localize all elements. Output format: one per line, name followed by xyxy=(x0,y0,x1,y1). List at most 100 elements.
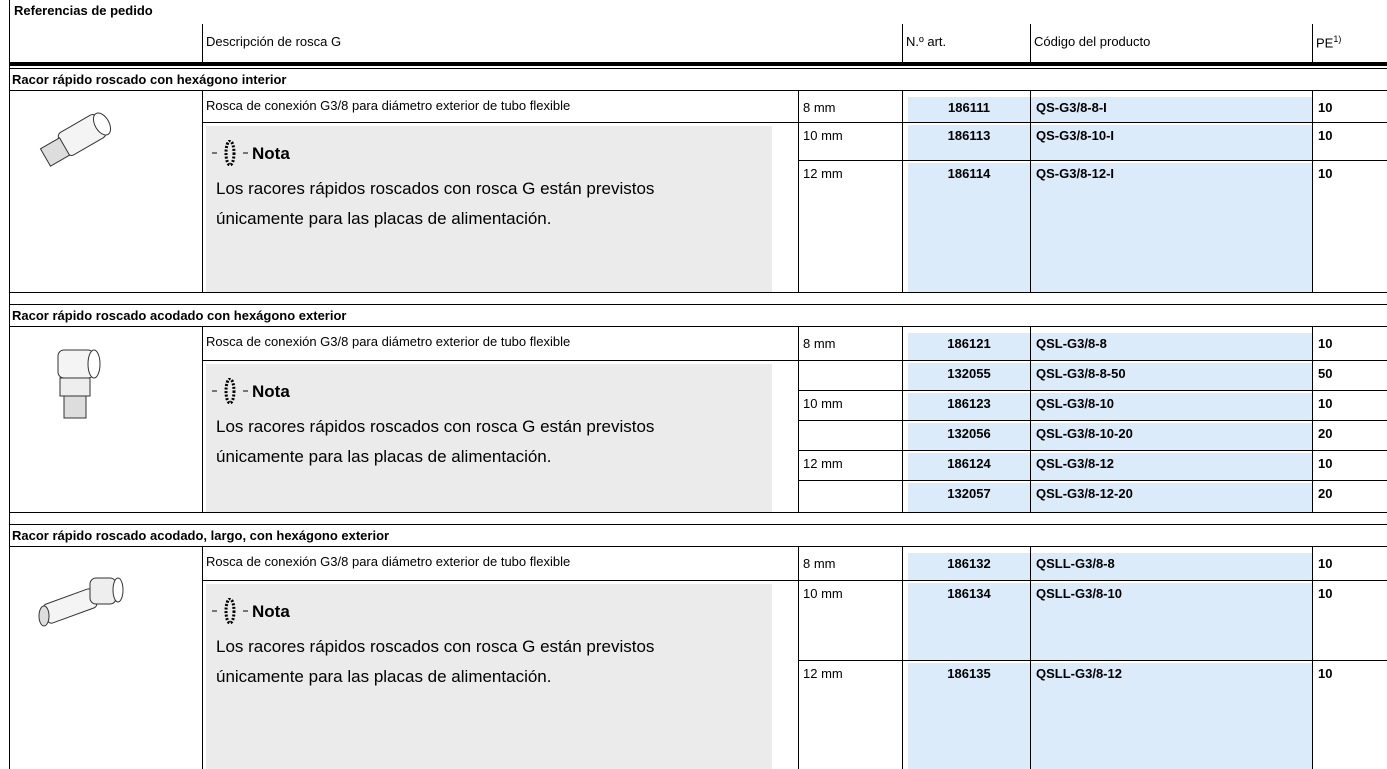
section-title: Racor rápido roscado acodado, largo, con… xyxy=(12,528,390,543)
rule xyxy=(798,326,799,512)
code-cell xyxy=(1031,333,1312,360)
rule xyxy=(798,360,1387,361)
code-cell xyxy=(1031,553,1312,580)
size: 10 mm xyxy=(803,586,843,601)
rule xyxy=(1312,24,1313,62)
code-cell xyxy=(1031,393,1312,420)
product-code: QSL-G3/8-12-20 xyxy=(1036,486,1133,501)
part-no: 132056 xyxy=(947,426,991,441)
rule xyxy=(202,90,203,292)
size: 10 mm xyxy=(803,396,843,411)
part-cell xyxy=(908,163,1030,292)
rule xyxy=(1030,24,1031,62)
header-pe: PE1) xyxy=(1316,34,1341,50)
pe: 10 xyxy=(1318,586,1333,601)
rule xyxy=(798,390,1387,391)
part-no: 186114 xyxy=(947,166,991,181)
note-text: Los racores rápidos roscados con rosca G… xyxy=(216,179,655,228)
rule xyxy=(798,90,799,292)
section-title: Racor rápido roscado acodado con hexágon… xyxy=(12,308,347,323)
part-no: 186134 xyxy=(947,586,991,601)
code-cell xyxy=(1031,663,1312,769)
product-code: QSLL-G3/8-12 xyxy=(1036,666,1122,681)
size: 8 mm xyxy=(803,556,836,571)
rule xyxy=(9,292,1387,293)
product-code: QSLL-G3/8-10 xyxy=(1036,586,1122,601)
rule xyxy=(202,326,203,512)
part-cell xyxy=(908,125,1030,160)
rule xyxy=(1030,326,1031,512)
description: Rosca de conexión G3/8 para diámetro ext… xyxy=(206,554,571,569)
code-cell xyxy=(1031,583,1312,660)
rule xyxy=(798,660,1387,661)
note-title: Nota xyxy=(252,382,290,401)
code-cell xyxy=(1031,363,1312,390)
note-box: Nota Los racores rápidos roscados con ros… xyxy=(206,584,772,769)
rule xyxy=(1312,546,1313,769)
section-title: Racor rápido roscado con hexágono interi… xyxy=(12,72,287,87)
product-image xyxy=(39,112,112,167)
part-cell xyxy=(908,553,1030,580)
part-no: 186135 xyxy=(947,666,991,681)
rule xyxy=(1312,90,1313,292)
rule xyxy=(1312,326,1313,512)
code-cell xyxy=(1031,125,1312,160)
product-code: QSL-G3/8-12 xyxy=(1036,456,1115,471)
rule xyxy=(798,546,799,769)
note-text: Los racores rápidos roscados con rosca G… xyxy=(216,417,655,466)
part-cell xyxy=(908,483,1030,512)
part-cell xyxy=(908,663,1030,769)
description: Rosca de conexión G3/8 para diámetro ext… xyxy=(206,334,571,349)
size: 12 mm xyxy=(803,666,843,681)
note-icon-graphic xyxy=(212,377,248,405)
product-image xyxy=(38,577,124,627)
product-code: QS-G3/8-10-I xyxy=(1036,128,1115,143)
pe-label: PE xyxy=(1316,35,1334,51)
note-text: Los racores rápidos roscados con rosca G… xyxy=(216,637,655,686)
pe: 50 xyxy=(1318,366,1333,381)
rule xyxy=(202,546,203,769)
note-icon-graphic xyxy=(212,139,248,167)
note-box: Nota Los racores rápidos roscados con ros… xyxy=(206,126,772,292)
part-cell xyxy=(908,393,1030,420)
product-code: QS-G3/8-12-I xyxy=(1036,166,1115,181)
rule xyxy=(9,524,1387,525)
header-code: Código del producto xyxy=(1034,34,1151,49)
rule xyxy=(902,24,903,62)
pe: 10 xyxy=(1318,166,1333,181)
part-no: 186124 xyxy=(947,456,991,471)
part-no: 132055 xyxy=(947,366,991,381)
pe: 10 xyxy=(1318,128,1333,143)
product-code: QSL-G3/8-10 xyxy=(1036,396,1115,411)
pe: 20 xyxy=(1318,426,1333,441)
product-code: QSLL-G3/8-8 xyxy=(1036,556,1115,571)
part-no: 132057 xyxy=(947,486,991,501)
rule xyxy=(9,68,1387,69)
product-image xyxy=(57,349,101,419)
rule xyxy=(202,360,798,361)
rule xyxy=(9,326,1387,327)
note-icon xyxy=(212,377,248,405)
code-cell xyxy=(1031,423,1312,450)
pe-footnote: 1) xyxy=(1333,34,1342,44)
rule xyxy=(902,90,903,292)
product-code: QSL-G3/8-8-50 xyxy=(1036,366,1126,381)
part-cell xyxy=(908,363,1030,390)
rule xyxy=(9,304,1387,305)
note-title: Nota xyxy=(252,144,290,163)
rule xyxy=(9,0,10,769)
rule xyxy=(202,122,798,123)
rule xyxy=(202,580,798,581)
pe: 10 xyxy=(1318,396,1333,411)
rule xyxy=(798,580,1387,581)
part-no: 186111 xyxy=(948,100,990,115)
rule xyxy=(798,420,1387,421)
header-part-no: N.º art. xyxy=(906,34,947,49)
note-title: Nota xyxy=(252,602,290,621)
code-cell xyxy=(1031,483,1312,512)
part-cell xyxy=(908,583,1030,660)
rule xyxy=(798,160,1387,161)
part-no: 186123 xyxy=(947,396,991,411)
pe: 10 xyxy=(1318,100,1333,115)
